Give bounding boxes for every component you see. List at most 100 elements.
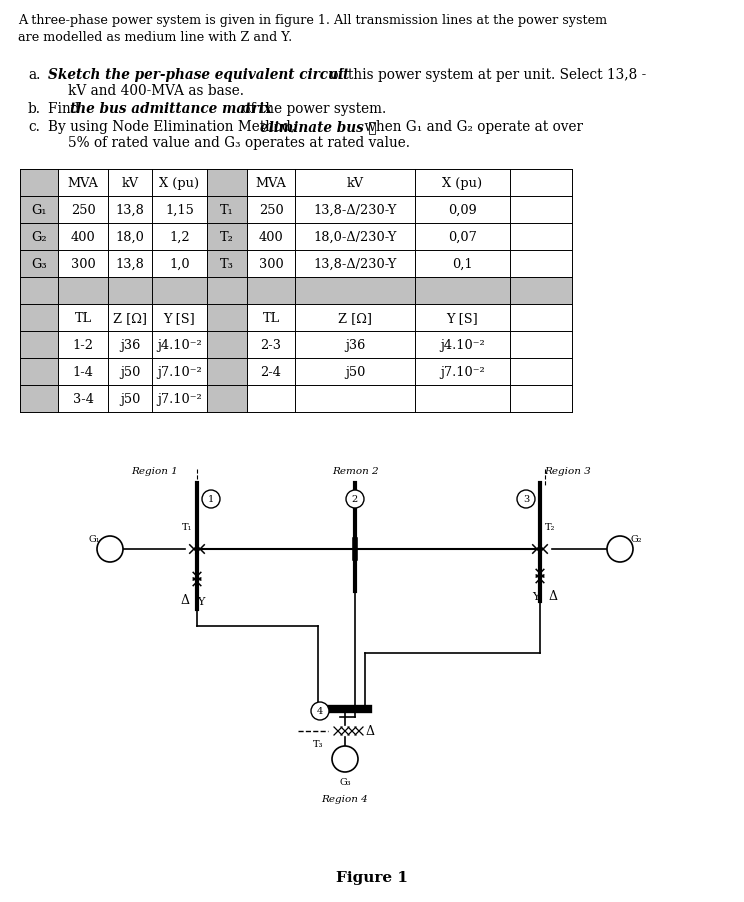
- Text: G₃: G₃: [339, 778, 351, 787]
- Bar: [20, 359, 58, 385]
- Text: Region 3: Region 3: [545, 466, 591, 475]
- Text: 13,8: 13,8: [115, 258, 144, 271]
- Text: 1-2: 1-2: [72, 338, 94, 352]
- Text: 0,07: 0,07: [448, 231, 477, 244]
- Text: 1,15: 1,15: [165, 204, 194, 216]
- Circle shape: [97, 537, 123, 562]
- Text: G₂: G₂: [31, 231, 47, 244]
- Text: kV and 400-MVA as base.: kV and 400-MVA as base.: [68, 84, 244, 98]
- Bar: [207, 197, 247, 224]
- Circle shape: [607, 537, 633, 562]
- Text: 300: 300: [71, 258, 95, 271]
- Text: T₂: T₂: [545, 523, 555, 532]
- Text: of this power system at per unit. Select 13,8 -: of this power system at per unit. Select…: [326, 68, 647, 82]
- Text: 400: 400: [71, 231, 95, 244]
- Text: X (pu): X (pu): [443, 177, 483, 189]
- Text: Y [S]: Y [S]: [164, 312, 196, 325]
- Text: Figure 1: Figure 1: [336, 870, 408, 884]
- Text: Remon 2: Remon 2: [332, 466, 378, 475]
- Text: 4: 4: [317, 706, 323, 715]
- Text: j4.10⁻²: j4.10⁻²: [440, 338, 485, 352]
- Bar: [20, 332, 58, 359]
- Text: By using Node Elimination Method,: By using Node Elimination Method,: [48, 120, 300, 133]
- Bar: [207, 385, 247, 412]
- Text: 250: 250: [71, 204, 95, 216]
- Text: 13,8: 13,8: [115, 204, 144, 216]
- Text: TL: TL: [74, 312, 92, 325]
- Bar: [20, 305, 58, 332]
- Text: Δ: Δ: [181, 593, 190, 606]
- Text: 1-4: 1-4: [72, 365, 94, 379]
- Text: j7.10⁻²: j7.10⁻²: [440, 365, 485, 379]
- Bar: [207, 251, 247, 278]
- Text: 18,0-Δ/230-Y: 18,0-Δ/230-Y: [313, 231, 397, 244]
- Text: 18,0: 18,0: [115, 231, 144, 244]
- Text: j7.10⁻²: j7.10⁻²: [157, 392, 202, 406]
- Bar: [20, 224, 58, 251]
- Text: 0,1: 0,1: [452, 258, 473, 271]
- Text: 3: 3: [523, 495, 529, 504]
- Bar: [207, 170, 247, 197]
- Text: j7.10⁻²: j7.10⁻²: [157, 365, 202, 379]
- Text: X (pu): X (pu): [159, 177, 199, 189]
- Bar: [207, 359, 247, 385]
- Circle shape: [346, 491, 364, 509]
- Text: Z [Ω]: Z [Ω]: [338, 312, 372, 325]
- Text: T₃: T₃: [220, 258, 234, 271]
- Circle shape: [517, 491, 535, 509]
- Bar: [20, 278, 572, 305]
- Bar: [20, 197, 58, 224]
- Text: 1,2: 1,2: [169, 231, 190, 244]
- Text: eliminate bus Ⓑ: eliminate bus Ⓑ: [260, 120, 376, 133]
- Text: 300: 300: [259, 258, 283, 271]
- Circle shape: [311, 703, 329, 720]
- Bar: [207, 278, 247, 305]
- Text: 13,8-Δ/230-Y: 13,8-Δ/230-Y: [313, 258, 397, 271]
- Text: G₁: G₁: [89, 534, 100, 543]
- Circle shape: [202, 491, 220, 509]
- Text: Y: Y: [532, 592, 539, 602]
- Text: j36: j36: [120, 338, 140, 352]
- Text: j50: j50: [120, 392, 140, 406]
- Text: Sketch the per-phase equivalent circuit: Sketch the per-phase equivalent circuit: [48, 68, 349, 82]
- Text: Δ: Δ: [548, 590, 557, 603]
- Text: Region 1: Region 1: [132, 466, 179, 475]
- Text: 13,8-Δ/230-Y: 13,8-Δ/230-Y: [313, 204, 397, 216]
- Text: TL: TL: [263, 312, 280, 325]
- Text: j36: j36: [345, 338, 365, 352]
- Text: a.: a.: [28, 68, 40, 82]
- Text: Region 4: Region 4: [321, 794, 368, 803]
- Text: kV: kV: [121, 177, 138, 189]
- Text: 1: 1: [208, 495, 214, 504]
- Text: Y [S]: Y [S]: [446, 312, 478, 325]
- Text: T₃: T₃: [312, 740, 323, 749]
- Text: MVA: MVA: [68, 177, 98, 189]
- Text: G₂: G₂: [630, 534, 642, 543]
- Text: 2-4: 2-4: [260, 365, 281, 379]
- Text: j4.10⁻²: j4.10⁻²: [157, 338, 202, 352]
- Text: the bus admittance matrix: the bus admittance matrix: [70, 102, 272, 115]
- Text: j50: j50: [344, 365, 365, 379]
- Text: 0,09: 0,09: [448, 204, 477, 216]
- Bar: [207, 224, 247, 251]
- Text: c.: c.: [28, 120, 40, 133]
- Text: 250: 250: [259, 204, 283, 216]
- Text: 2: 2: [352, 495, 358, 504]
- Text: G₃: G₃: [31, 258, 47, 271]
- Text: j50: j50: [120, 365, 140, 379]
- Text: Find: Find: [48, 102, 84, 115]
- Text: T₁: T₁: [220, 204, 234, 216]
- Text: of the power system.: of the power system.: [238, 102, 386, 115]
- Bar: [207, 332, 247, 359]
- Text: MVA: MVA: [256, 177, 286, 189]
- Text: b.: b.: [28, 102, 41, 115]
- Text: when G₁ and G₂ operate at over: when G₁ and G₂ operate at over: [360, 120, 583, 133]
- Text: kV: kV: [347, 177, 364, 189]
- Text: 2-3: 2-3: [260, 338, 281, 352]
- Text: Z [Ω]: Z [Ω]: [113, 312, 147, 325]
- Text: Δ: Δ: [365, 724, 374, 738]
- Text: A three-phase power system is given in figure 1. All transmission lines at the p: A three-phase power system is given in f…: [18, 14, 607, 44]
- Text: Y: Y: [197, 596, 205, 606]
- Text: 5% of rated value and G₃ operates at rated value.: 5% of rated value and G₃ operates at rat…: [68, 136, 410, 150]
- Text: G₁: G₁: [31, 204, 47, 216]
